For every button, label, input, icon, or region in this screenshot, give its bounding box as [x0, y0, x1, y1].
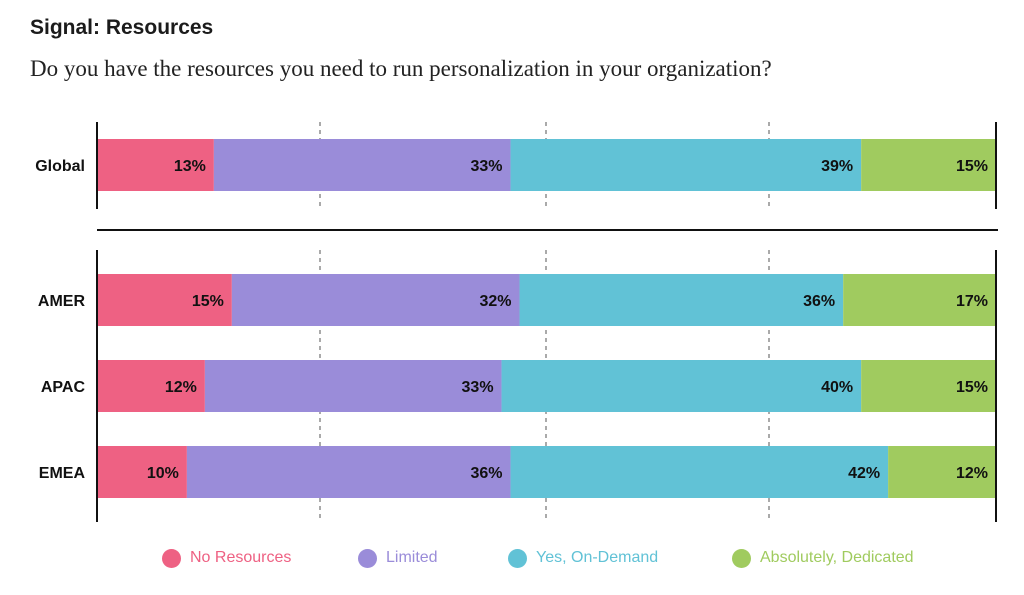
bar-segment-amer-no-resources [97, 274, 232, 326]
bar-segment-emea-absolutely-dedicated [888, 446, 996, 498]
legend-item-no-resources: No Resources [162, 545, 291, 571]
data-label-amer-absolutely-dedicated: 17% [956, 293, 988, 310]
category-label-global: Global [35, 158, 85, 175]
data-label-global-no-resources: 13% [174, 158, 206, 175]
chart-title: Signal: Resources [30, 16, 214, 39]
bar-segment-amer-absolutely-dedicated [843, 274, 996, 326]
chart-subtitle: Do you have the resources you need to ru… [30, 56, 772, 81]
bar-segment-apac-no-resources [97, 360, 205, 412]
legend-label-limited: Limited [386, 549, 438, 566]
legend-item-yes-on-demand: Yes, On-Demand [508, 545, 658, 571]
legend-swatch-limited [358, 548, 377, 568]
data-label-emea-limited: 36% [471, 465, 503, 482]
legend-item-absolutely-dedicated: Absolutely, Dedicated [732, 545, 914, 571]
bar-segment-apac-yes-on-demand [501, 360, 862, 412]
bar-segment-global-yes-on-demand [510, 139, 862, 191]
bar-segment-global-limited [213, 139, 511, 191]
data-label-amer-limited: 32% [479, 293, 511, 310]
legend-swatch-yes-on-demand [508, 548, 527, 568]
data-label-apac-limited: 33% [462, 379, 494, 396]
bar-segment-global-absolutely-dedicated [861, 139, 996, 191]
bar-segment-apac-limited [204, 360, 502, 412]
bar-segment-amer-limited [231, 274, 520, 326]
data-label-apac-absolutely-dedicated: 15% [956, 379, 988, 396]
data-label-emea-yes-on-demand: 42% [848, 465, 880, 482]
data-label-emea-absolutely-dedicated: 12% [956, 465, 988, 482]
data-label-amer-yes-on-demand: 36% [803, 293, 835, 310]
legend-swatch-absolutely-dedicated [732, 548, 751, 568]
category-label-amer: AMER [38, 293, 86, 310]
bar-segment-apac-absolutely-dedicated [861, 360, 996, 412]
chart-legend: No Resources Limited Yes, On-Demand Abso… [0, 545, 1024, 571]
category-label-apac: APAC [41, 379, 86, 396]
legend-swatch-no-resources [162, 548, 181, 568]
data-label-global-absolutely-dedicated: 15% [956, 158, 988, 175]
legend-label-absolutely-dedicated: Absolutely, Dedicated [760, 549, 914, 566]
legend-item-limited: Limited [358, 545, 438, 571]
data-label-apac-no-resources: 12% [165, 379, 197, 396]
data-label-global-limited: 33% [471, 158, 503, 175]
bar-segment-emea-limited [186, 446, 511, 498]
category-label-emea: EMEA [39, 465, 86, 482]
legend-label-yes-on-demand: Yes, On-Demand [536, 549, 659, 566]
bar-segment-emea-no-resources [97, 446, 187, 498]
stacked-bar-chart: 13% 33% 39% 15% Global 15% 32% 36% 17% AMER 12% 33%… [35, 122, 998, 522]
bar-segment-emea-yes-on-demand [510, 446, 889, 498]
data-label-global-yes-on-demand: 39% [821, 158, 853, 175]
data-label-apac-yes-on-demand: 40% [821, 379, 853, 396]
legend-label-no-resources: No Resources [190, 549, 292, 566]
bar-segment-amer-yes-on-demand [519, 274, 844, 326]
data-label-amer-no-resources: 15% [192, 293, 224, 310]
bar-segment-global-no-resources [97, 139, 214, 191]
data-label-emea-no-resources: 10% [147, 465, 179, 482]
